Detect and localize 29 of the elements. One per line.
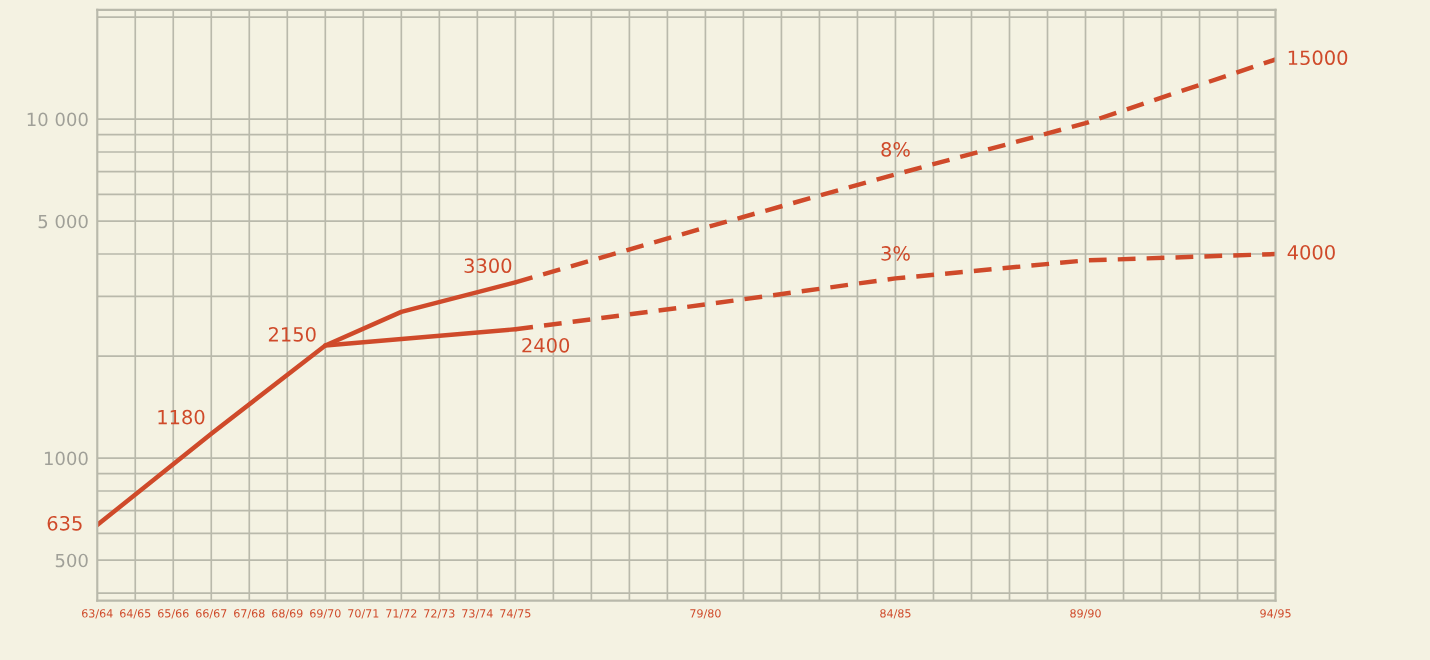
x-tick-label: 66/67 xyxy=(196,609,227,619)
x-tick-label: 94/95 xyxy=(1260,609,1291,619)
x-tick-label: 69/70 xyxy=(310,609,341,619)
x-tick-label: 72/73 xyxy=(424,609,455,619)
x-tick-label: 73/74 xyxy=(462,609,493,619)
x-tick-label: 68/69 xyxy=(272,609,303,619)
annotation: 2150 xyxy=(268,326,316,342)
x-tick-label: 64/65 xyxy=(120,609,151,619)
x-tick-label: 71/72 xyxy=(386,609,417,619)
x-tick-label: 65/66 xyxy=(158,609,189,619)
y-tick-label: 10 000 xyxy=(27,112,88,127)
x-tick-label: 89/90 xyxy=(1070,609,1101,619)
annotation: 635 xyxy=(47,515,82,531)
annotation: 4000 xyxy=(1287,244,1335,260)
x-tick-label: 67/68 xyxy=(234,609,265,619)
annotation: 15000 xyxy=(1288,50,1348,66)
annotation: 8% xyxy=(881,142,910,157)
x-tick-label: 70/71 xyxy=(348,609,379,619)
y-tick-label: 5 000 xyxy=(38,214,88,229)
y-tick-label: 500 xyxy=(55,553,88,568)
x-tick-label: 74/75 xyxy=(500,609,531,619)
x-tick-label: 79/80 xyxy=(690,609,721,619)
annotation: 3300 xyxy=(464,258,512,274)
annotation: 3% xyxy=(881,246,910,261)
annotation: 2400 xyxy=(522,337,570,353)
x-tick-label: 84/85 xyxy=(880,609,911,619)
x-tick-label: 63/64 xyxy=(82,609,113,619)
annotation: 1180 xyxy=(158,409,205,425)
y-tick-label: 1000 xyxy=(44,451,88,466)
